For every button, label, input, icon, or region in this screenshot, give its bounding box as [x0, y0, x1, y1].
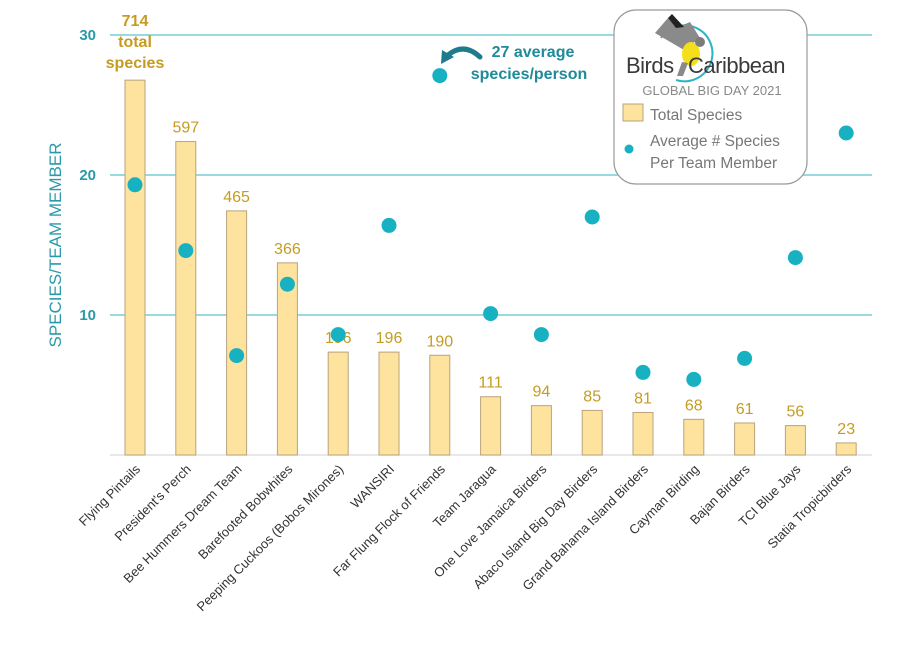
bar-value-labels: 714totalspecies5974653661961961901119485… [106, 13, 856, 438]
bird-head-icon [695, 37, 705, 47]
bar [480, 396, 502, 456]
bar-value-label: 94 [533, 384, 551, 401]
birds-caribbean-logo: Birds Caribbean [626, 14, 786, 83]
bird-tail-icon [677, 62, 688, 76]
average-dot [533, 327, 549, 343]
bird-wing-icon [655, 18, 700, 50]
legend-label-total-species: Total Species [650, 107, 742, 124]
annotation: 27 average species/person [441, 44, 587, 83]
annotation-line-2: species/person [471, 66, 588, 83]
curved-arrow-icon [445, 46, 483, 60]
bar-value-label: 465 [223, 189, 250, 206]
bar [835, 442, 857, 456]
y-tick-label: 10 [79, 307, 96, 324]
legend: Birds Caribbean GLOBAL BIG DAY 2021 Tota… [613, 9, 808, 185]
bar [683, 418, 705, 456]
bar [734, 422, 756, 456]
bar [226, 210, 248, 456]
legend-subtitle: GLOBAL BIG DAY 2021 [642, 83, 781, 98]
bar [784, 425, 806, 456]
y-tick-label: 30 [79, 27, 96, 44]
average-dot [838, 125, 854, 141]
bar [581, 409, 603, 456]
bar-value-label: 81 [634, 390, 652, 407]
bar-value-label: species [106, 55, 165, 72]
average-dot [330, 327, 346, 343]
average-dot [381, 217, 397, 233]
bars [124, 79, 857, 456]
legend-box [613, 9, 808, 185]
average-dot [229, 348, 245, 364]
bar-value-label: 85 [583, 388, 601, 405]
y-tick-label: 20 [79, 167, 96, 184]
bird-belly-icon [682, 42, 700, 66]
bar-value-label: 597 [172, 120, 199, 137]
bar [124, 79, 146, 456]
legend-label-average-line-1: Average # Species [650, 133, 780, 150]
category-label: Barefooted Bobwhites [195, 461, 296, 562]
arrow-head-icon [441, 50, 454, 64]
average-dot [178, 243, 194, 259]
average-dot [432, 68, 448, 84]
bar-value-label: 366 [274, 241, 301, 258]
bar-value-label: 56 [787, 404, 805, 421]
bar [276, 262, 298, 456]
legend-label-average-line-2: Per Team Member [650, 155, 777, 172]
bar [632, 411, 654, 456]
average-dot [127, 177, 143, 193]
bar [429, 354, 451, 456]
average-dot [737, 350, 753, 366]
bar-value-label: 714 [122, 13, 149, 30]
bar-value-label: 111 [478, 375, 502, 392]
bird-wingtip-icon [668, 14, 684, 28]
bar [530, 405, 552, 456]
y-axis-label: SPECIES/TEAM MEMBER [46, 143, 65, 348]
average-dot [787, 250, 803, 266]
average-dot [686, 371, 702, 387]
category-label: WANSIRI [348, 462, 398, 512]
brand-birds: Birds [626, 53, 674, 78]
average-dot [635, 364, 651, 380]
category-label: Statia Tropicbirders [765, 461, 855, 551]
brand-caribbean: Caribbean [688, 53, 785, 78]
bar [175, 141, 197, 456]
average-dots [127, 68, 854, 387]
bar-value-label: 61 [736, 401, 754, 418]
legend-swatch-dot [624, 144, 634, 154]
annotation-line-1: 27 average [492, 44, 575, 61]
legend-swatch-bar [622, 103, 644, 122]
average-dot [279, 276, 295, 292]
bar [327, 351, 349, 456]
average-dot [483, 306, 499, 322]
y-axis-ticks: 10 20 30 [79, 27, 96, 324]
average-dot [584, 209, 600, 225]
bar [378, 351, 400, 456]
bar-value-label: 196 [376, 330, 403, 347]
bar-value-label: 68 [685, 397, 703, 414]
bar-value-label: 190 [426, 333, 453, 350]
bar-value-label: total [118, 34, 152, 51]
bar-value-label: 23 [837, 421, 855, 438]
